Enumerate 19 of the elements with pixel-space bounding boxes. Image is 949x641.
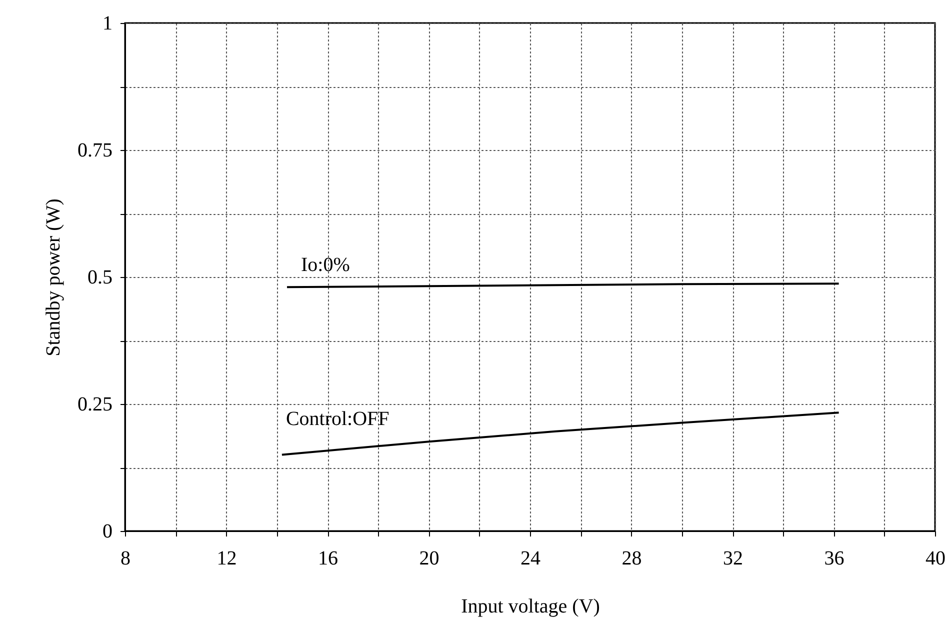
x-axis-title: Input voltage (V) bbox=[461, 596, 600, 618]
y-axis-title: Standby power (W) bbox=[42, 198, 64, 356]
line-series bbox=[280, 412, 840, 456]
x-tick-label: 16 bbox=[318, 548, 338, 570]
series-label: Control:OFF bbox=[286, 408, 390, 430]
y-tick-label: 0 bbox=[102, 520, 112, 542]
x-tick-label: 36 bbox=[824, 548, 844, 570]
x-tick-label: 20 bbox=[419, 548, 440, 570]
x-tick-label: 12 bbox=[216, 548, 237, 570]
x-tick-label: 24 bbox=[520, 548, 540, 570]
y-tick-label: 0.5 bbox=[88, 266, 112, 288]
x-tick-label: 40 bbox=[926, 548, 946, 570]
y-tick-label: 0.75 bbox=[78, 140, 112, 162]
series-label: Io:0% bbox=[301, 254, 350, 276]
y-tick-label: 0.25 bbox=[78, 394, 112, 416]
x-tick-label: 32 bbox=[723, 548, 743, 570]
x-tick-label: 28 bbox=[622, 548, 642, 570]
x-tick-label: 8 bbox=[120, 548, 130, 570]
y-tick-label: 1 bbox=[102, 12, 112, 34]
